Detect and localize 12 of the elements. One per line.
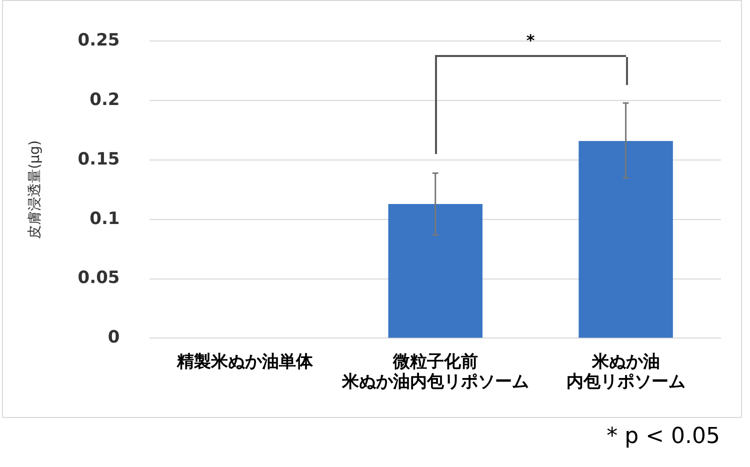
x-tick-label: 精製米ぬか油単体 [176, 352, 314, 372]
y-tick-label: 0.2 [90, 90, 120, 110]
y-tick-label: 0.15 [78, 149, 120, 170]
text: * p < 0.05 [606, 424, 720, 449]
y-tick-label: 0.25 [78, 30, 120, 51]
x-tick-label: 米ぬか油内包リポソーム [566, 352, 686, 392]
y-tick-label: 0.1 [90, 208, 120, 229]
x-tick-label: 微粒子化前米ぬか油内包リポソーム [340, 352, 529, 392]
y-tick-label: 0.05 [78, 268, 120, 288]
y-tick-label: 0 [108, 328, 120, 348]
y-axis-title: 皮膚浸透量(μg) [27, 140, 44, 240]
annotation: * [526, 31, 535, 50]
